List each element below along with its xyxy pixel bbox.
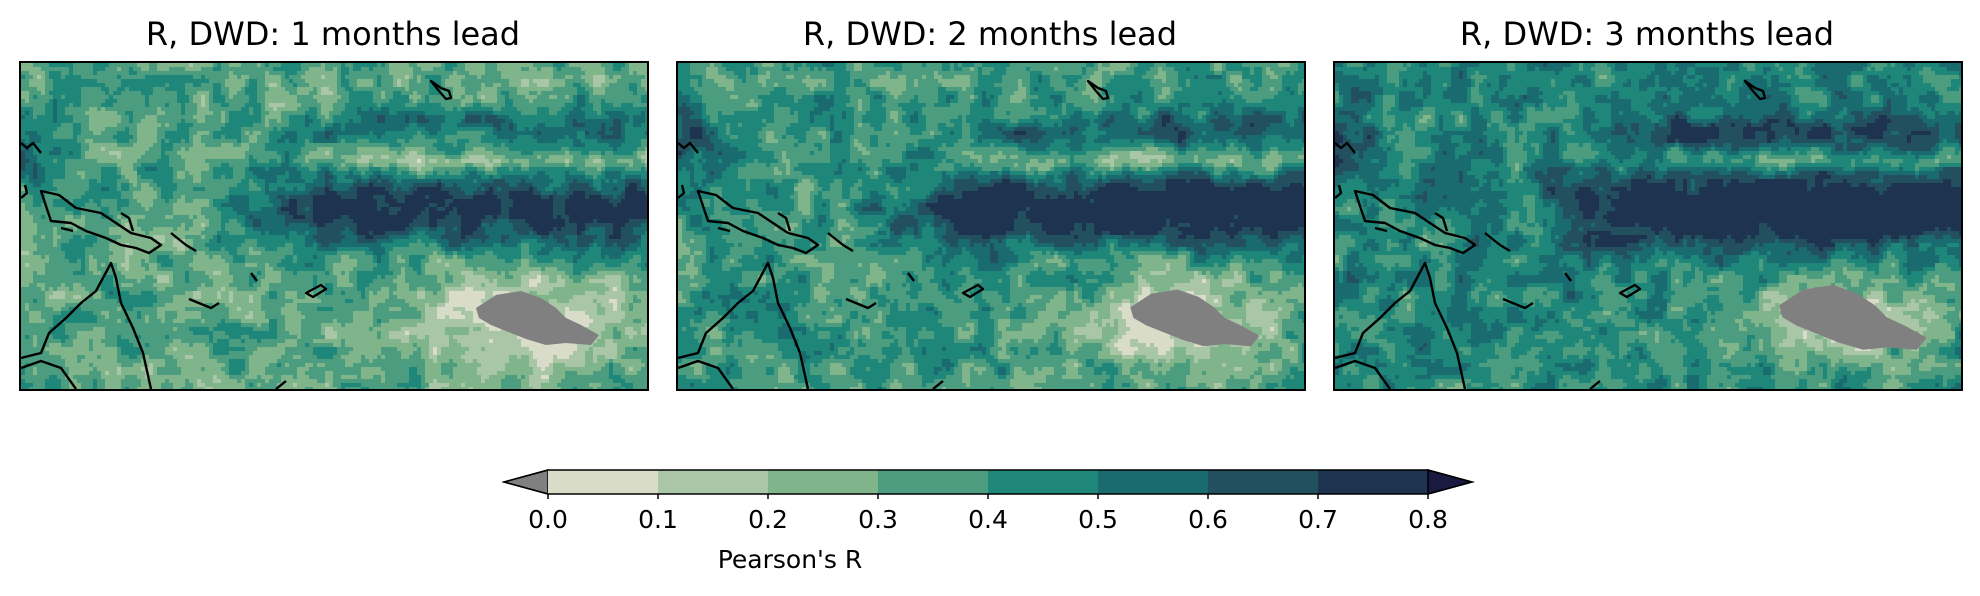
masked-region (1779, 285, 1927, 350)
coastline (717, 226, 731, 233)
coastline (1335, 261, 1467, 389)
coastline (777, 211, 792, 232)
coastline (1434, 211, 1449, 232)
colorbar (502, 469, 1475, 499)
panel-title-3: R, DWD: 3 months lead (1333, 12, 1961, 56)
colorbar-label: Pearson's R (590, 544, 990, 576)
colorbar-swatch (658, 470, 769, 494)
coastline (696, 189, 820, 255)
panel-title-1: R, DWD: 1 months lead (19, 12, 647, 56)
colorbar-swatch (768, 470, 879, 494)
coastline (21, 359, 77, 389)
correlation-map-3 (1335, 63, 1961, 389)
coastline (60, 226, 74, 233)
coastline (1502, 297, 1534, 310)
coastline (1743, 79, 1767, 101)
colorbar-tick-label: 0.0 (508, 504, 588, 536)
panel-title-2: R, DWD: 2 months lead (676, 12, 1304, 56)
coastline (304, 283, 328, 299)
coastline (907, 272, 915, 282)
coastline (429, 79, 453, 101)
coastline (39, 189, 163, 255)
coastline (21, 184, 29, 199)
correlation-map-1 (21, 63, 647, 389)
coastline (21, 141, 42, 154)
colorbar-tick-label: 0.8 (1388, 504, 1468, 536)
coastline (21, 261, 153, 389)
colorbar-tick-label: 0.1 (618, 504, 698, 536)
coastline (1335, 359, 1391, 389)
colorbar-extend-over (1427, 469, 1475, 495)
colorbar-swatch (878, 470, 989, 494)
coastline (678, 261, 810, 389)
coastline (1484, 232, 1511, 253)
coastline (827, 232, 854, 253)
colorbar-swatch (548, 470, 659, 494)
colorbar-tick-label: 0.7 (1278, 504, 1358, 536)
coastline (250, 272, 258, 282)
colorbar-swatch (1098, 470, 1209, 494)
colorbar-swatch (1318, 470, 1429, 494)
coastline (120, 211, 135, 232)
colorbar-tick-label: 0.3 (838, 504, 918, 536)
masked-region (1130, 289, 1260, 347)
coastline (1335, 184, 1343, 199)
coastline (1335, 141, 1356, 154)
masked-region (476, 291, 599, 345)
coastline (1353, 189, 1477, 255)
map-panel-2 (676, 61, 1306, 391)
colorbar-tick-label: 0.2 (728, 504, 808, 536)
coastline (1564, 272, 1572, 282)
coastline (188, 297, 220, 310)
coastline (678, 184, 686, 199)
coastline (678, 359, 734, 389)
colorbar-swatch (988, 470, 1099, 494)
coastline (1374, 226, 1388, 233)
coastline (1086, 79, 1110, 101)
coastline (845, 297, 877, 310)
map-panel-3 (1333, 61, 1963, 391)
coastline (275, 380, 287, 389)
coastline (170, 232, 197, 253)
coastline (961, 283, 985, 299)
contour-field (678, 63, 1304, 389)
colorbar-swatch (1208, 470, 1319, 494)
colorbar-tick-label: 0.5 (1058, 504, 1138, 536)
map-panel-1 (19, 61, 649, 391)
coastline (1589, 380, 1601, 389)
coastline (678, 141, 699, 154)
colorbar-tick-label: 0.6 (1168, 504, 1248, 536)
correlation-map-2 (678, 63, 1304, 389)
coastline (932, 380, 944, 389)
coastline (1618, 283, 1642, 299)
colorbar-tick-label: 0.4 (948, 504, 1028, 536)
colorbar-extend-under (502, 469, 549, 495)
